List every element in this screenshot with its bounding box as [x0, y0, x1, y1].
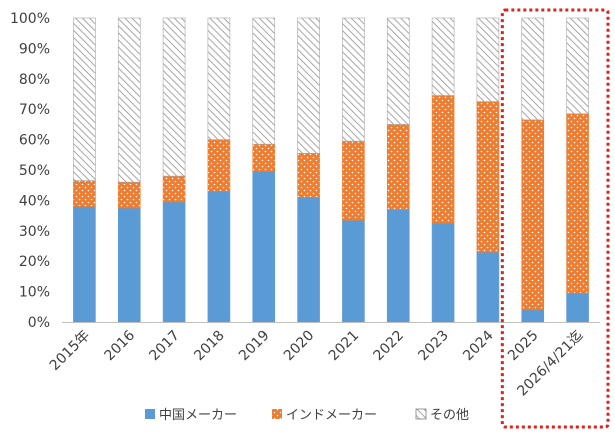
y-tick-label: 0%: [28, 315, 50, 331]
bar-segment-1-5: [252, 171, 276, 323]
bar-segment-3-7: [342, 17, 365, 142]
y-tick-label: 20%: [19, 254, 50, 270]
legend-swatch-2: [272, 409, 282, 419]
bar-segment-3-2: [117, 17, 141, 183]
highlight-box: [500, 8, 610, 429]
x-tick-label: 2017: [146, 328, 183, 365]
bar-segment-2-11: [521, 119, 545, 311]
legend-label-1: 中国メーカー: [159, 408, 237, 423]
bar-segment-1-11: [521, 309, 545, 323]
x-tick-label: 2015年: [47, 328, 93, 374]
x-tick-label: 2024: [460, 327, 497, 364]
bar-segment-1-6: [297, 197, 320, 323]
legend-label-3: その他: [430, 408, 469, 423]
x-tick-label: 2025: [505, 328, 542, 365]
y-tick-label: 30%: [19, 224, 50, 240]
bar-segment-1-9: [431, 222, 455, 323]
x-tick-label: 2021: [326, 328, 363, 365]
bars: [73, 17, 589, 323]
x-tick-label: 2018: [191, 328, 228, 365]
bar-segment-3-11: [521, 17, 545, 121]
bar-segment-2-9: [431, 95, 455, 224]
y-tick-label: 60%: [19, 133, 50, 149]
y-tick-label: 90%: [19, 41, 50, 57]
bar-segment-1-12: [566, 292, 589, 323]
y-tick-label: 50%: [19, 163, 50, 179]
bar-segment-2-1: [73, 180, 96, 207]
bar-segment-2-12: [566, 113, 589, 294]
bar-segment-2-2: [117, 181, 141, 209]
x-axis: 2015年 2016 2017 2018 2019 2020 2021 2022 2023 202…: [47, 322, 600, 399]
y-axis: 0% 10% 20% 30% 40% 50% 60% 70% 80% 90% 100%: [10, 11, 50, 331]
bar-segment-1-8: [386, 209, 410, 323]
bar-segment-3-8: [386, 17, 410, 125]
bar-segment-3-1: [73, 17, 96, 181]
bar-segment-2-8: [386, 124, 410, 210]
bar-segment-2-6: [297, 152, 320, 198]
x-tick-label: 2016: [102, 327, 139, 364]
x-tick-label: 2023: [415, 328, 452, 365]
bar-segment-2-3: [162, 175, 186, 203]
bar-segment-3-9: [431, 17, 455, 96]
bar-segment-3-6: [297, 17, 320, 154]
bar-segment-3-4: [207, 17, 231, 140]
y-tick-label: 80%: [19, 72, 50, 88]
bar-segment-3-5: [252, 17, 276, 145]
y-tick-label: 100%: [10, 11, 50, 27]
bar-segment-1-3: [162, 201, 186, 323]
bar-segment-1-10: [476, 251, 500, 323]
legend: 中国メーカー インドメーカー その他: [145, 408, 469, 423]
bar-segment-3-12: [566, 17, 589, 115]
legend-swatch-1: [145, 409, 155, 419]
bar-segment-2-7: [342, 140, 365, 221]
x-tick-label: 2019: [236, 328, 273, 365]
highlight-rect: [500, 8, 610, 429]
bar-segment-1-4: [207, 190, 231, 323]
bar-segment-1-1: [73, 206, 96, 323]
legend-label-2: インドメーカー: [286, 408, 377, 423]
bar-segment-2-5: [252, 143, 276, 172]
bar-segment-3-3: [162, 17, 186, 177]
bar-segment-2-4: [207, 139, 231, 192]
bar-segment-1-2: [117, 207, 141, 323]
x-tick-label: 2020: [281, 328, 318, 365]
bar-segment-1-7: [342, 219, 365, 323]
y-tick-label: 70%: [19, 102, 50, 118]
y-tick-label: 40%: [19, 193, 50, 209]
bar-segment-2-10: [476, 101, 500, 253]
y-tick-label: 10%: [19, 285, 50, 301]
legend-swatch-3: [415, 408, 427, 420]
x-tick-label: 2022: [371, 328, 408, 365]
bar-segment-3-10: [476, 17, 500, 102]
